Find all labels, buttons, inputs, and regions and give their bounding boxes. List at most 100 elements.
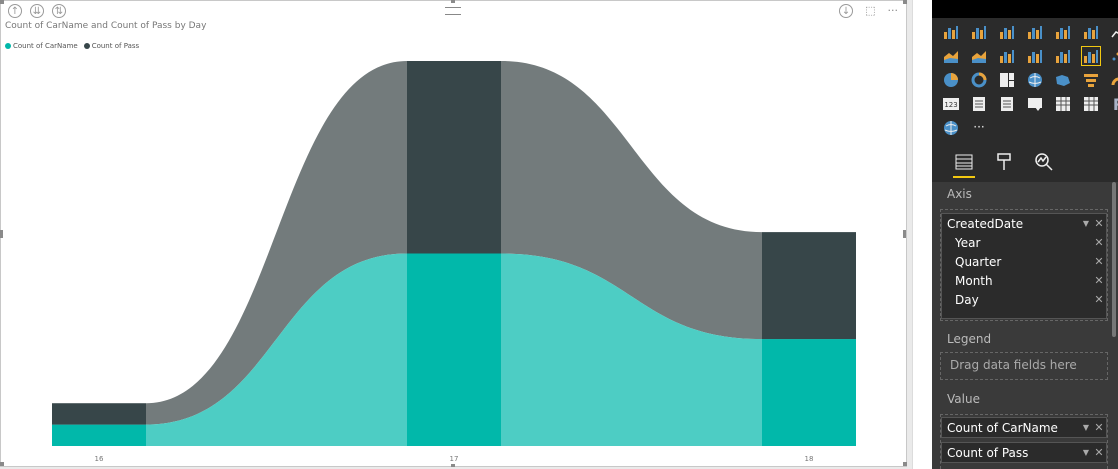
- close-icon[interactable]: ✕: [1094, 255, 1104, 268]
- legend-section-label: Legend: [947, 332, 992, 346]
- stacked-column-icon[interactable]: [969, 22, 989, 42]
- bar-segment-carname-18[interactable]: [762, 339, 856, 446]
- ribbon-chart-visual[interactable]: ↑ ⇊ ⇅ ↓ ⬚ ··· Count of CarName and Count…: [1, 1, 906, 466]
- field-label: Day: [955, 292, 979, 307]
- funnel-icon[interactable]: [1081, 70, 1101, 90]
- close-icon[interactable]: ✕: [1094, 236, 1104, 249]
- field-label: Count of CarName: [947, 420, 1058, 435]
- scatter-icon[interactable]: [1109, 46, 1118, 66]
- pie-icon[interactable]: [941, 70, 961, 90]
- hierarchy-item-month[interactable]: Month ✕: [942, 271, 1106, 290]
- hierarchy-item-year[interactable]: Year ✕: [942, 233, 1106, 252]
- resize-handle[interactable]: [451, 464, 455, 467]
- field-label: Quarter: [955, 254, 1002, 269]
- line-chart-icon[interactable]: [1109, 22, 1118, 42]
- ribbon-count-of-carname[interactable]: [146, 253, 407, 447]
- axis-field-box[interactable]: CreatedDate ▼ ✕ Year ✕ Quarter ✕ Month ✕: [941, 213, 1107, 319]
- resize-handle[interactable]: [903, 0, 907, 4]
- expand-next-level-icon[interactable]: ⇅: [52, 4, 66, 18]
- x-tick-label: 18: [805, 455, 814, 463]
- value-field-pass[interactable]: Count of Pass ▼ ✕: [941, 442, 1107, 463]
- drag-handle-icon[interactable]: [445, 7, 461, 15]
- drill-down-toggle-icon[interactable]: ↓: [839, 4, 854, 18]
- table-icon[interactable]: [1053, 94, 1073, 114]
- ribbon-count-of-carname[interactable]: [501, 253, 762, 447]
- donut-icon[interactable]: [969, 70, 989, 90]
- report-canvas: ↑ ⇊ ⇅ ↓ ⬚ ··· Count of CarName and Count…: [0, 0, 907, 467]
- more-visuals-icon[interactable]: ···: [969, 118, 989, 138]
- map-icon[interactable]: [1025, 70, 1045, 90]
- hierarchy-item-quarter[interactable]: Quarter ✕: [942, 252, 1106, 271]
- visual-header: ↑ ⇊ ⇅ ↓ ⬚ ···: [1, 1, 906, 23]
- bar-segment-pass-16[interactable]: [52, 403, 146, 425]
- chevron-down-icon[interactable]: ▼: [1082, 423, 1090, 432]
- svg-text:123: 123: [944, 101, 957, 109]
- pane-scrollbar[interactable]: [1112, 182, 1116, 337]
- axis-well[interactable]: CreatedDate ▼ ✕ Year ✕ Quarter ✕ Month ✕: [940, 209, 1108, 321]
- treemap-icon[interactable]: [997, 70, 1017, 90]
- analytics-tab-icon[interactable]: [1029, 150, 1059, 174]
- resize-handle[interactable]: [451, 0, 455, 3]
- format-tab-icon[interactable]: [989, 150, 1019, 174]
- drill-down-all-icon[interactable]: ⇊: [30, 4, 44, 18]
- slicer-icon[interactable]: [1025, 94, 1045, 114]
- close-icon[interactable]: ✕: [1094, 293, 1104, 306]
- matrix-icon[interactable]: [1081, 94, 1101, 114]
- kpi-icon[interactable]: [997, 94, 1017, 114]
- resize-handle[interactable]: [0, 230, 3, 238]
- waterfall-icon[interactable]: [1081, 46, 1101, 66]
- resize-handle[interactable]: [0, 0, 4, 4]
- x-tick-label: 16: [95, 455, 104, 463]
- x-tick-label: 17: [450, 455, 459, 463]
- ribbon-count-of-pass[interactable]: [501, 61, 762, 340]
- multirow-card-icon[interactable]: [969, 94, 989, 114]
- value-field-carname[interactable]: Count of CarName ▼ ✕: [941, 417, 1107, 438]
- filled-map-icon[interactable]: [1053, 70, 1073, 90]
- close-icon[interactable]: ✕: [1094, 274, 1104, 287]
- legend-well[interactable]: Drag data fields here: [940, 352, 1108, 380]
- fields-tab-icon[interactable]: [949, 150, 979, 178]
- chevron-down-icon[interactable]: ▼: [1082, 448, 1090, 457]
- stacked-area-icon[interactable]: [969, 46, 989, 66]
- value-section-label: Value: [947, 392, 980, 406]
- close-icon[interactable]: ✕: [1094, 217, 1104, 230]
- legend-dot-icon: [83, 43, 90, 49]
- globe-icon[interactable]: [941, 118, 961, 138]
- close-icon[interactable]: ✕: [1094, 421, 1104, 434]
- hierarchy-item-day[interactable]: Day ✕: [942, 290, 1106, 309]
- 100-column-icon[interactable]: [1081, 22, 1101, 42]
- resize-handle[interactable]: [903, 230, 906, 238]
- legend-item-pass[interactable]: Count of Pass: [83, 42, 139, 50]
- ribbon-count-of-pass[interactable]: [146, 61, 407, 425]
- clustered-column-icon[interactable]: [1025, 22, 1045, 42]
- fields-pane-body: Axis CreatedDate ▼ ✕ Year ✕ Quarter ✕ Mo…: [932, 182, 1118, 469]
- area-chart-icon[interactable]: [941, 46, 961, 66]
- legend-placeholder: Drag data fields here: [950, 358, 1077, 372]
- bar-segment-carname-16[interactable]: [52, 424, 146, 446]
- r-visual-icon[interactable]: R: [1109, 94, 1118, 114]
- field-label: Month: [955, 273, 993, 288]
- focus-mode-icon[interactable]: ⬚: [865, 4, 876, 17]
- resize-handle[interactable]: [903, 462, 907, 466]
- stacked-bar-icon[interactable]: [941, 22, 961, 42]
- svg-text:···: ···: [973, 120, 984, 134]
- more-options-icon[interactable]: ···: [887, 4, 899, 17]
- bar-segment-carname-17[interactable]: [407, 253, 501, 447]
- ribbon-chart-icon[interactable]: [1053, 46, 1073, 66]
- gauge-icon[interactable]: [1109, 70, 1118, 90]
- bar-segment-pass-17[interactable]: [407, 61, 501, 254]
- legend-item-carname[interactable]: Count of CarName: [5, 42, 78, 50]
- chevron-down-icon[interactable]: ▼: [1082, 219, 1090, 228]
- drill-up-icon[interactable]: ↑: [8, 4, 22, 18]
- axis-field-createddate[interactable]: CreatedDate ▼ ✕: [942, 214, 1106, 233]
- close-icon[interactable]: ✕: [1094, 446, 1104, 459]
- field-label: CreatedDate: [947, 216, 1024, 231]
- line-column-icon[interactable]: [997, 46, 1017, 66]
- 100-bar-icon[interactable]: [1053, 22, 1073, 42]
- line-clustered-column-icon[interactable]: [1025, 46, 1045, 66]
- clustered-bar-icon[interactable]: [997, 22, 1017, 42]
- resize-handle[interactable]: [0, 462, 4, 466]
- value-well[interactable]: Count of CarName ▼ ✕ Count of Pass ▼ ✕: [940, 414, 1108, 469]
- card-icon[interactable]: 123: [941, 94, 961, 114]
- bar-segment-pass-18[interactable]: [762, 232, 856, 340]
